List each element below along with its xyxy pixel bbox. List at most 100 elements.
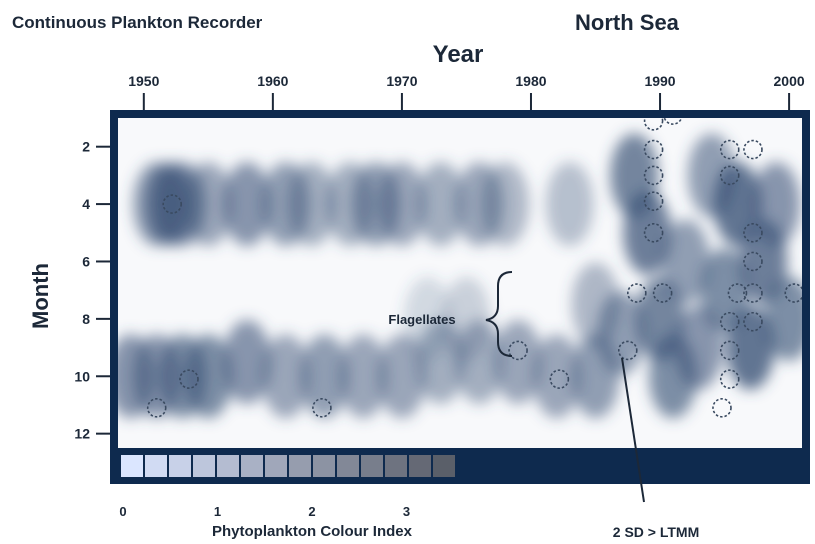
colour-step-11 — [385, 455, 407, 477]
flagellates-annotation: Flagellates — [388, 312, 455, 327]
bloom-25 — [494, 319, 543, 404]
x-tick-label-1970: 1970 — [386, 73, 417, 89]
bloom-29 — [442, 276, 491, 361]
bloom-9 — [377, 162, 426, 247]
colour-index-bar — [121, 455, 455, 477]
x-tick-label-1960: 1960 — [257, 73, 288, 89]
colour-step-8 — [313, 455, 335, 477]
sd-pointer-line — [621, 357, 645, 503]
colour-step-13 — [433, 455, 455, 477]
sd-marker-8 — [643, 118, 664, 131]
bloom-19 — [261, 334, 310, 419]
sd-marker-10 — [643, 165, 664, 186]
sd-marker-0 — [146, 398, 167, 418]
x-tick-label-1980: 1980 — [515, 73, 546, 89]
bloom-10 — [416, 162, 465, 247]
sd-marker-19 — [719, 340, 740, 361]
sd-marker-15 — [712, 398, 732, 418]
colour-index-tick-3: 3 — [403, 504, 410, 519]
sd-marker-14 — [663, 118, 683, 125]
sd-marker-17 — [719, 165, 740, 186]
colour-step-3 — [193, 455, 215, 477]
bloom-12 — [481, 162, 530, 247]
colour-step-1 — [145, 455, 167, 477]
y-tick-label-4: 4 — [82, 196, 90, 212]
sd-annotation: 2 SD > LTMM — [613, 524, 699, 540]
bloom-41 — [726, 305, 775, 390]
x-tick-labels: 1950 1960 1970 1980 1990 2000 — [128, 73, 805, 89]
colour-step-0 — [121, 455, 143, 477]
bloom-39 — [700, 248, 749, 333]
colour-index-label: Phytoplankton Colour Index — [212, 523, 413, 540]
colour-index-tick-1: 1 — [214, 504, 221, 519]
colour-step-10 — [361, 455, 383, 477]
sd-marker-24 — [743, 251, 763, 272]
bloom-44 — [765, 276, 802, 361]
bloom-4 — [223, 162, 272, 247]
y-tick-label-12: 12 — [74, 426, 90, 442]
sd-markers — [146, 118, 802, 418]
sd-marker-4 — [508, 340, 528, 361]
x-axis-label: Year — [433, 41, 484, 68]
bloom-3 — [184, 162, 233, 247]
bloom-13 — [545, 162, 594, 247]
colour-index-ticks: 0 1 2 3 — [119, 504, 410, 519]
sd-marker-27 — [784, 283, 802, 303]
bloom-6 — [287, 162, 336, 247]
bloom-17 — [184, 334, 233, 419]
y-tick-label-8: 8 — [82, 311, 90, 327]
sd-marker-12 — [643, 222, 664, 243]
sd-marker-3 — [312, 398, 332, 418]
bloom-26 — [532, 334, 581, 419]
y-tick-labels: 2 4 6 8 10 12 — [74, 139, 90, 442]
sd-marker-2 — [179, 369, 199, 389]
colour-step-4 — [217, 455, 239, 477]
y-tick-label-2: 2 — [82, 139, 90, 155]
bloom-43 — [752, 162, 801, 247]
x-tick-label-1950: 1950 — [128, 73, 159, 89]
x-tick-label-1990: 1990 — [644, 73, 675, 89]
bloom-20 — [300, 334, 349, 419]
sd-marker-7 — [627, 283, 647, 303]
x-tick-label-2000: 2000 — [774, 73, 805, 89]
sd-marker-16 — [719, 139, 740, 160]
y-tick-marks — [96, 145, 110, 435]
chart-title-left: Continuous Plankton Recorder — [12, 13, 263, 32]
colour-step-9 — [337, 455, 359, 477]
colour-step-6 — [265, 455, 287, 477]
x-tick-marks — [142, 93, 791, 110]
sd-marker-6 — [617, 340, 638, 361]
sd-marker-18 — [719, 311, 740, 332]
sd-marker-21 — [727, 283, 748, 303]
heatmap-blooms — [118, 133, 802, 419]
bloom-18 — [223, 319, 272, 404]
y-tick-label-10: 10 — [74, 368, 90, 384]
sd-marker-20 — [719, 369, 740, 389]
bloom-37 — [674, 305, 723, 390]
sd-marker-23 — [743, 222, 763, 243]
bloom-36 — [661, 219, 710, 304]
sd-marker-5 — [549, 369, 570, 389]
bloom-22 — [377, 334, 426, 419]
colour-step-2 — [169, 455, 191, 477]
colour-index-tick-0: 0 — [119, 504, 126, 519]
sd-marker-1 — [162, 194, 183, 214]
y-tick-label-6: 6 — [82, 253, 90, 269]
bloom-21 — [339, 334, 388, 419]
flagellates-brace — [485, 271, 513, 357]
y-axis-label: Month — [28, 263, 53, 329]
sd-marker-22 — [743, 139, 763, 160]
chart-title-right: North Sea — [575, 10, 680, 35]
sd-marker-11 — [643, 191, 664, 212]
sd-marker-13 — [652, 283, 673, 303]
bloom-33 — [623, 190, 672, 275]
sd-marker-25 — [743, 283, 763, 303]
bloom-28 — [403, 276, 452, 361]
colour-step-5 — [241, 455, 263, 477]
colour-step-7 — [289, 455, 311, 477]
sd-marker-26 — [743, 311, 763, 332]
colour-index-tick-2: 2 — [308, 504, 315, 519]
colour-step-12 — [409, 455, 431, 477]
sd-marker-9 — [643, 139, 664, 160]
